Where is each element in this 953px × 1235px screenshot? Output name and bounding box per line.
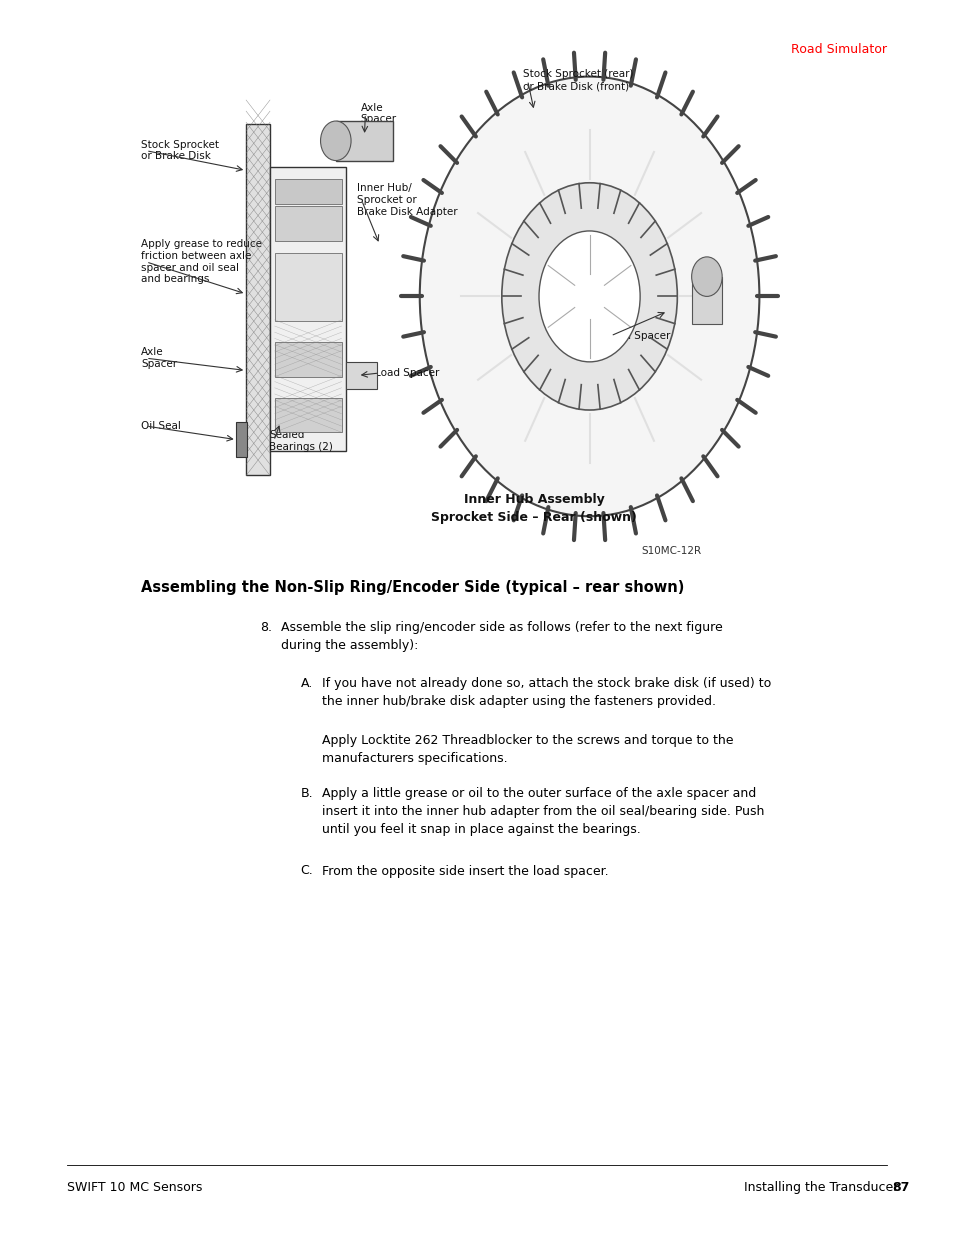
Text: Stock Sprocket (rear)
or Brake Disk (front): Stock Sprocket (rear) or Brake Disk (fro… xyxy=(522,69,633,91)
Text: Inner Hub Assembly
Sprocket Side – Rear (shown): Inner Hub Assembly Sprocket Side – Rear … xyxy=(431,493,637,525)
Text: Apply grease to reduce
friction between axle
spacer and oil seal
and bearings: Apply grease to reduce friction between … xyxy=(141,240,262,284)
Bar xyxy=(270,167,346,451)
Bar xyxy=(246,124,270,475)
Bar xyxy=(274,342,341,377)
Text: B.: B. xyxy=(300,787,313,800)
Text: Apply Locktite 262 Threadblocker to the screws and torque to the
manufacturers s: Apply Locktite 262 Threadblocker to the … xyxy=(322,734,733,764)
Text: Assemble the slip ring/encoder side as follows (refer to the next figure
during : Assemble the slip ring/encoder side as f… xyxy=(281,621,722,652)
Text: 87: 87 xyxy=(891,1181,908,1194)
Circle shape xyxy=(691,257,721,296)
Bar xyxy=(274,398,341,432)
Text: C.: C. xyxy=(300,864,313,878)
Bar xyxy=(346,362,376,389)
Text: Apply a little grease or oil to the outer surface of the axle spacer and
insert : Apply a little grease or oil to the oute… xyxy=(322,787,764,836)
Circle shape xyxy=(538,231,639,362)
Text: A.: A. xyxy=(300,677,313,690)
Text: Assembling the Non-Slip Ring/Encoder Side (typical – rear shown): Assembling the Non-Slip Ring/Encoder Sid… xyxy=(141,580,684,595)
Bar xyxy=(274,253,341,321)
Bar xyxy=(235,422,247,457)
Text: SWIFT 10 MC Sensors: SWIFT 10 MC Sensors xyxy=(67,1181,202,1194)
Text: S10MC-12R: S10MC-12R xyxy=(640,546,700,556)
Text: Axle
Spacer: Axle Spacer xyxy=(360,103,396,125)
Text: Stock Sprocket
or Brake Disk: Stock Sprocket or Brake Disk xyxy=(141,140,219,162)
Circle shape xyxy=(501,183,677,410)
Text: Road Simulator: Road Simulator xyxy=(790,43,886,57)
Bar xyxy=(691,277,721,324)
Text: Installing the Transducer: Installing the Transducer xyxy=(743,1181,898,1194)
Text: Load Spacer: Load Spacer xyxy=(605,331,669,341)
Text: Load Spacer: Load Spacer xyxy=(375,368,438,378)
Text: Inner Hub/
Sprocket or
Brake Disk Adapter: Inner Hub/ Sprocket or Brake Disk Adapte… xyxy=(356,184,456,216)
Text: If you have not already done so, attach the stock brake disk (if used) to
the in: If you have not already done so, attach … xyxy=(322,677,771,708)
Text: Oil Seal: Oil Seal xyxy=(141,421,181,431)
Text: Axle
Spacer: Axle Spacer xyxy=(141,347,177,369)
Circle shape xyxy=(320,121,351,161)
Bar xyxy=(335,121,393,161)
Text: Sealed
Bearings (2): Sealed Bearings (2) xyxy=(269,430,333,452)
Bar xyxy=(274,179,341,204)
Circle shape xyxy=(419,77,759,516)
Text: 8.: 8. xyxy=(259,621,272,635)
Text: From the opposite side insert the load spacer.: From the opposite side insert the load s… xyxy=(322,864,608,878)
Bar xyxy=(274,206,341,241)
